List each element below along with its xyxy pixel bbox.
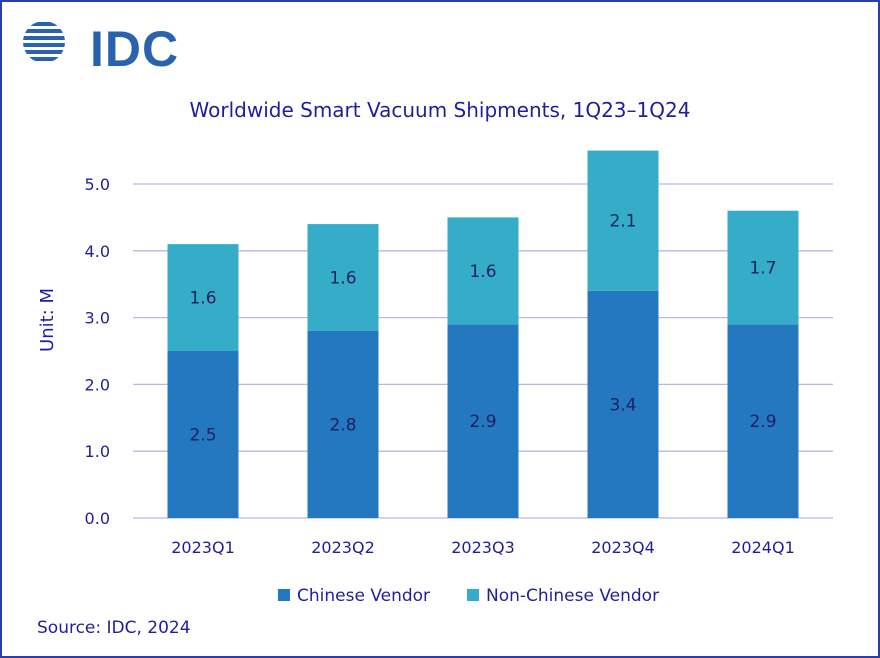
data-label: 1.6 — [469, 262, 496, 282]
bar-segment — [167, 351, 239, 518]
y-tick-label: 3.0 — [85, 309, 110, 328]
x-tick-label: 2023Q1 — [171, 538, 235, 557]
idc-logo: IDC — [20, 18, 178, 74]
bar-segment — [447, 324, 519, 518]
legend-swatch — [467, 589, 479, 601]
data-label: 2.9 — [749, 412, 776, 432]
y-tick-label: 0.0 — [85, 509, 110, 528]
y-tick-label: 2.0 — [85, 375, 110, 394]
legend-label: Chinese Vendor — [297, 586, 430, 606]
logo-wordmark: IDC — [90, 21, 180, 77]
data-label: 2.9 — [469, 412, 496, 432]
data-label: 2.5 — [189, 426, 216, 446]
bar-segment — [727, 210, 799, 325]
bar-segment — [587, 150, 659, 291]
data-label: 2.8 — [329, 415, 356, 435]
x-tick-label: 2023Q2 — [311, 538, 375, 557]
bar-segment — [727, 324, 799, 518]
data-label: 1.7 — [749, 259, 776, 279]
legend: Chinese Vendor Non-Chinese Vendor — [278, 586, 659, 606]
x-tick-label: 2023Q3 — [451, 538, 515, 557]
bar-segment — [587, 290, 659, 518]
bar-segment — [307, 330, 379, 518]
legend-swatch — [278, 589, 290, 601]
bars: 2.5 1.6 2.8 1.6 2.9 1.6 3.4 2.1 2.9 1.7 — [167, 150, 799, 518]
y-axis-label: Unit: M — [37, 288, 58, 352]
legend-label: Non-Chinese Vendor — [486, 586, 659, 606]
data-label: 3.4 — [609, 395, 636, 415]
source-note: Source: IDC, 2024 — [37, 618, 191, 638]
bar-segment — [167, 244, 239, 351]
chart-title: Worldwide Smart Vacuum Shipments, 1Q23–1… — [190, 98, 691, 122]
y-tick-labels: 0.0 1.0 2.0 3.0 4.0 5.0 — [85, 175, 110, 528]
bar-segment — [307, 224, 379, 331]
bar-segment — [447, 217, 519, 325]
y-tick-label: 4.0 — [85, 242, 110, 261]
data-label: 2.1 — [609, 212, 636, 232]
x-tick-label: 2024Q1 — [731, 538, 795, 557]
data-label: 1.6 — [329, 269, 356, 289]
globe-icon — [23, 22, 65, 61]
x-tick-label: 2023Q4 — [591, 538, 655, 557]
y-tick-label: 1.0 — [85, 442, 110, 461]
y-tick-label: 5.0 — [85, 175, 110, 194]
x-tick-labels: 2023Q1 2023Q2 2023Q3 2023Q4 2024Q1 — [171, 538, 795, 557]
data-label: 1.6 — [189, 289, 216, 309]
